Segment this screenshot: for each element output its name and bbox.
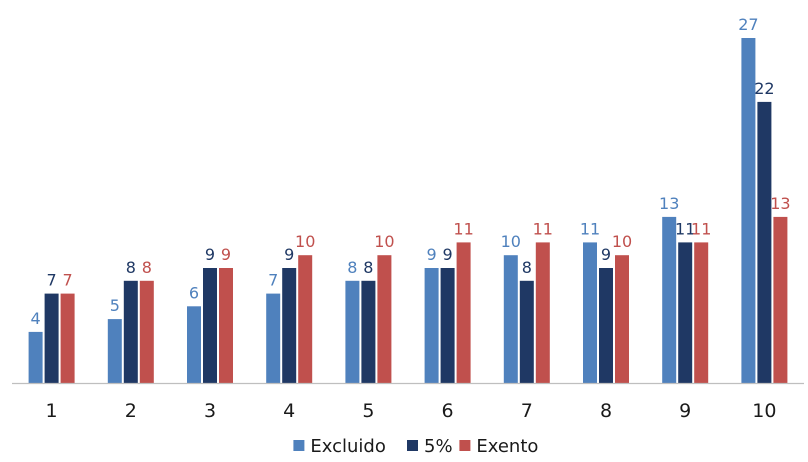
data-label: 9 (205, 245, 215, 264)
data-label: 7 (63, 271, 73, 290)
legend-label: Excluido (310, 436, 385, 457)
data-label: 7 (47, 271, 57, 290)
x-tick-label: 4 (283, 400, 295, 422)
data-label: 11 (580, 219, 600, 238)
data-label: 13 (770, 194, 790, 213)
data-label: 8 (522, 258, 532, 277)
x-tick-label: 8 (600, 400, 612, 422)
x-tick-label: 1 (46, 400, 58, 422)
bar-excluido-4 (266, 293, 281, 383)
bars-group (28, 38, 788, 384)
data-label: 11 (453, 219, 473, 238)
data-label: 22 (754, 79, 774, 98)
data-label: 5 (110, 296, 120, 315)
legend-label: Exento (476, 436, 538, 457)
data-label: 10 (295, 232, 315, 251)
legend-swatch (293, 440, 305, 451)
data-label: 6 (189, 283, 199, 302)
data-label: 9 (601, 245, 611, 264)
bar-5pct-5 (361, 280, 376, 383)
bar-exento-4 (298, 255, 313, 383)
data-label: 13 (659, 194, 679, 213)
data-label: 9 (221, 245, 231, 264)
bar-excluido-5 (345, 280, 360, 383)
bar-excluido-9 (662, 216, 677, 383)
x-tick-label: 2 (125, 400, 137, 422)
bar-excluido-1 (28, 331, 43, 383)
bar-5pct-7 (519, 280, 534, 383)
bar-exento-10 (773, 216, 788, 383)
bar-exento-6 (456, 242, 471, 383)
legend-swatch (407, 440, 418, 451)
data-label: 11 (533, 219, 553, 238)
legend-label: 5% (424, 436, 453, 457)
data-label: 10 (501, 232, 521, 251)
bar-exento-7 (535, 242, 550, 383)
bar-5pct-1 (44, 293, 59, 383)
data-label: 8 (142, 258, 152, 277)
data-label: 11 (675, 219, 695, 238)
x-tick-label: 9 (679, 400, 691, 422)
bar-excluido-7 (503, 255, 518, 383)
bar-excluido-3 (187, 306, 201, 383)
data-label: 9 (443, 245, 453, 264)
bar-5pct-6 (440, 268, 455, 383)
bar-exento-8 (615, 255, 629, 383)
x-tick-labels: 1 2 3 4 5 6 7 8 9 10 (46, 400, 777, 422)
data-label: 4 (31, 309, 41, 328)
data-label: 9 (427, 245, 437, 264)
bar-exento-9 (694, 242, 709, 383)
bar-exento-5 (377, 255, 392, 383)
bar-5pct-3 (203, 268, 217, 383)
bar-5pct-8 (599, 268, 613, 383)
x-tick-label: 10 (752, 400, 776, 422)
legend: Excluido 5% Exento (293, 436, 538, 457)
x-tick-label: 6 (442, 400, 454, 422)
data-label: 27 (738, 15, 758, 34)
bar-excluido-10 (741, 38, 756, 383)
data-label: 7 (268, 271, 278, 290)
data-label: 8 (363, 258, 373, 277)
bar-excluido-8 (583, 242, 597, 383)
legend-swatch (459, 440, 471, 451)
bar-5pct-4 (282, 268, 297, 383)
bar-excluido-2 (107, 319, 122, 383)
bar-5pct-10 (757, 101, 772, 384)
bar-5pct-2 (123, 280, 138, 383)
x-tick-label: 5 (362, 400, 374, 422)
data-label: 11 (691, 219, 711, 238)
data-label: 10 (374, 232, 394, 251)
data-label: 8 (126, 258, 136, 277)
bar-exento-2 (139, 280, 154, 383)
bar-exento-1 (60, 293, 75, 383)
data-label: 8 (347, 258, 357, 277)
bar-5pct-9 (678, 242, 693, 383)
x-tick-label: 7 (521, 400, 533, 422)
bar-excluido-6 (424, 268, 439, 383)
data-label: 10 (612, 232, 632, 251)
x-tick-label: 3 (204, 400, 216, 422)
data-label: 9 (284, 245, 294, 264)
bar-exento-3 (219, 268, 233, 383)
